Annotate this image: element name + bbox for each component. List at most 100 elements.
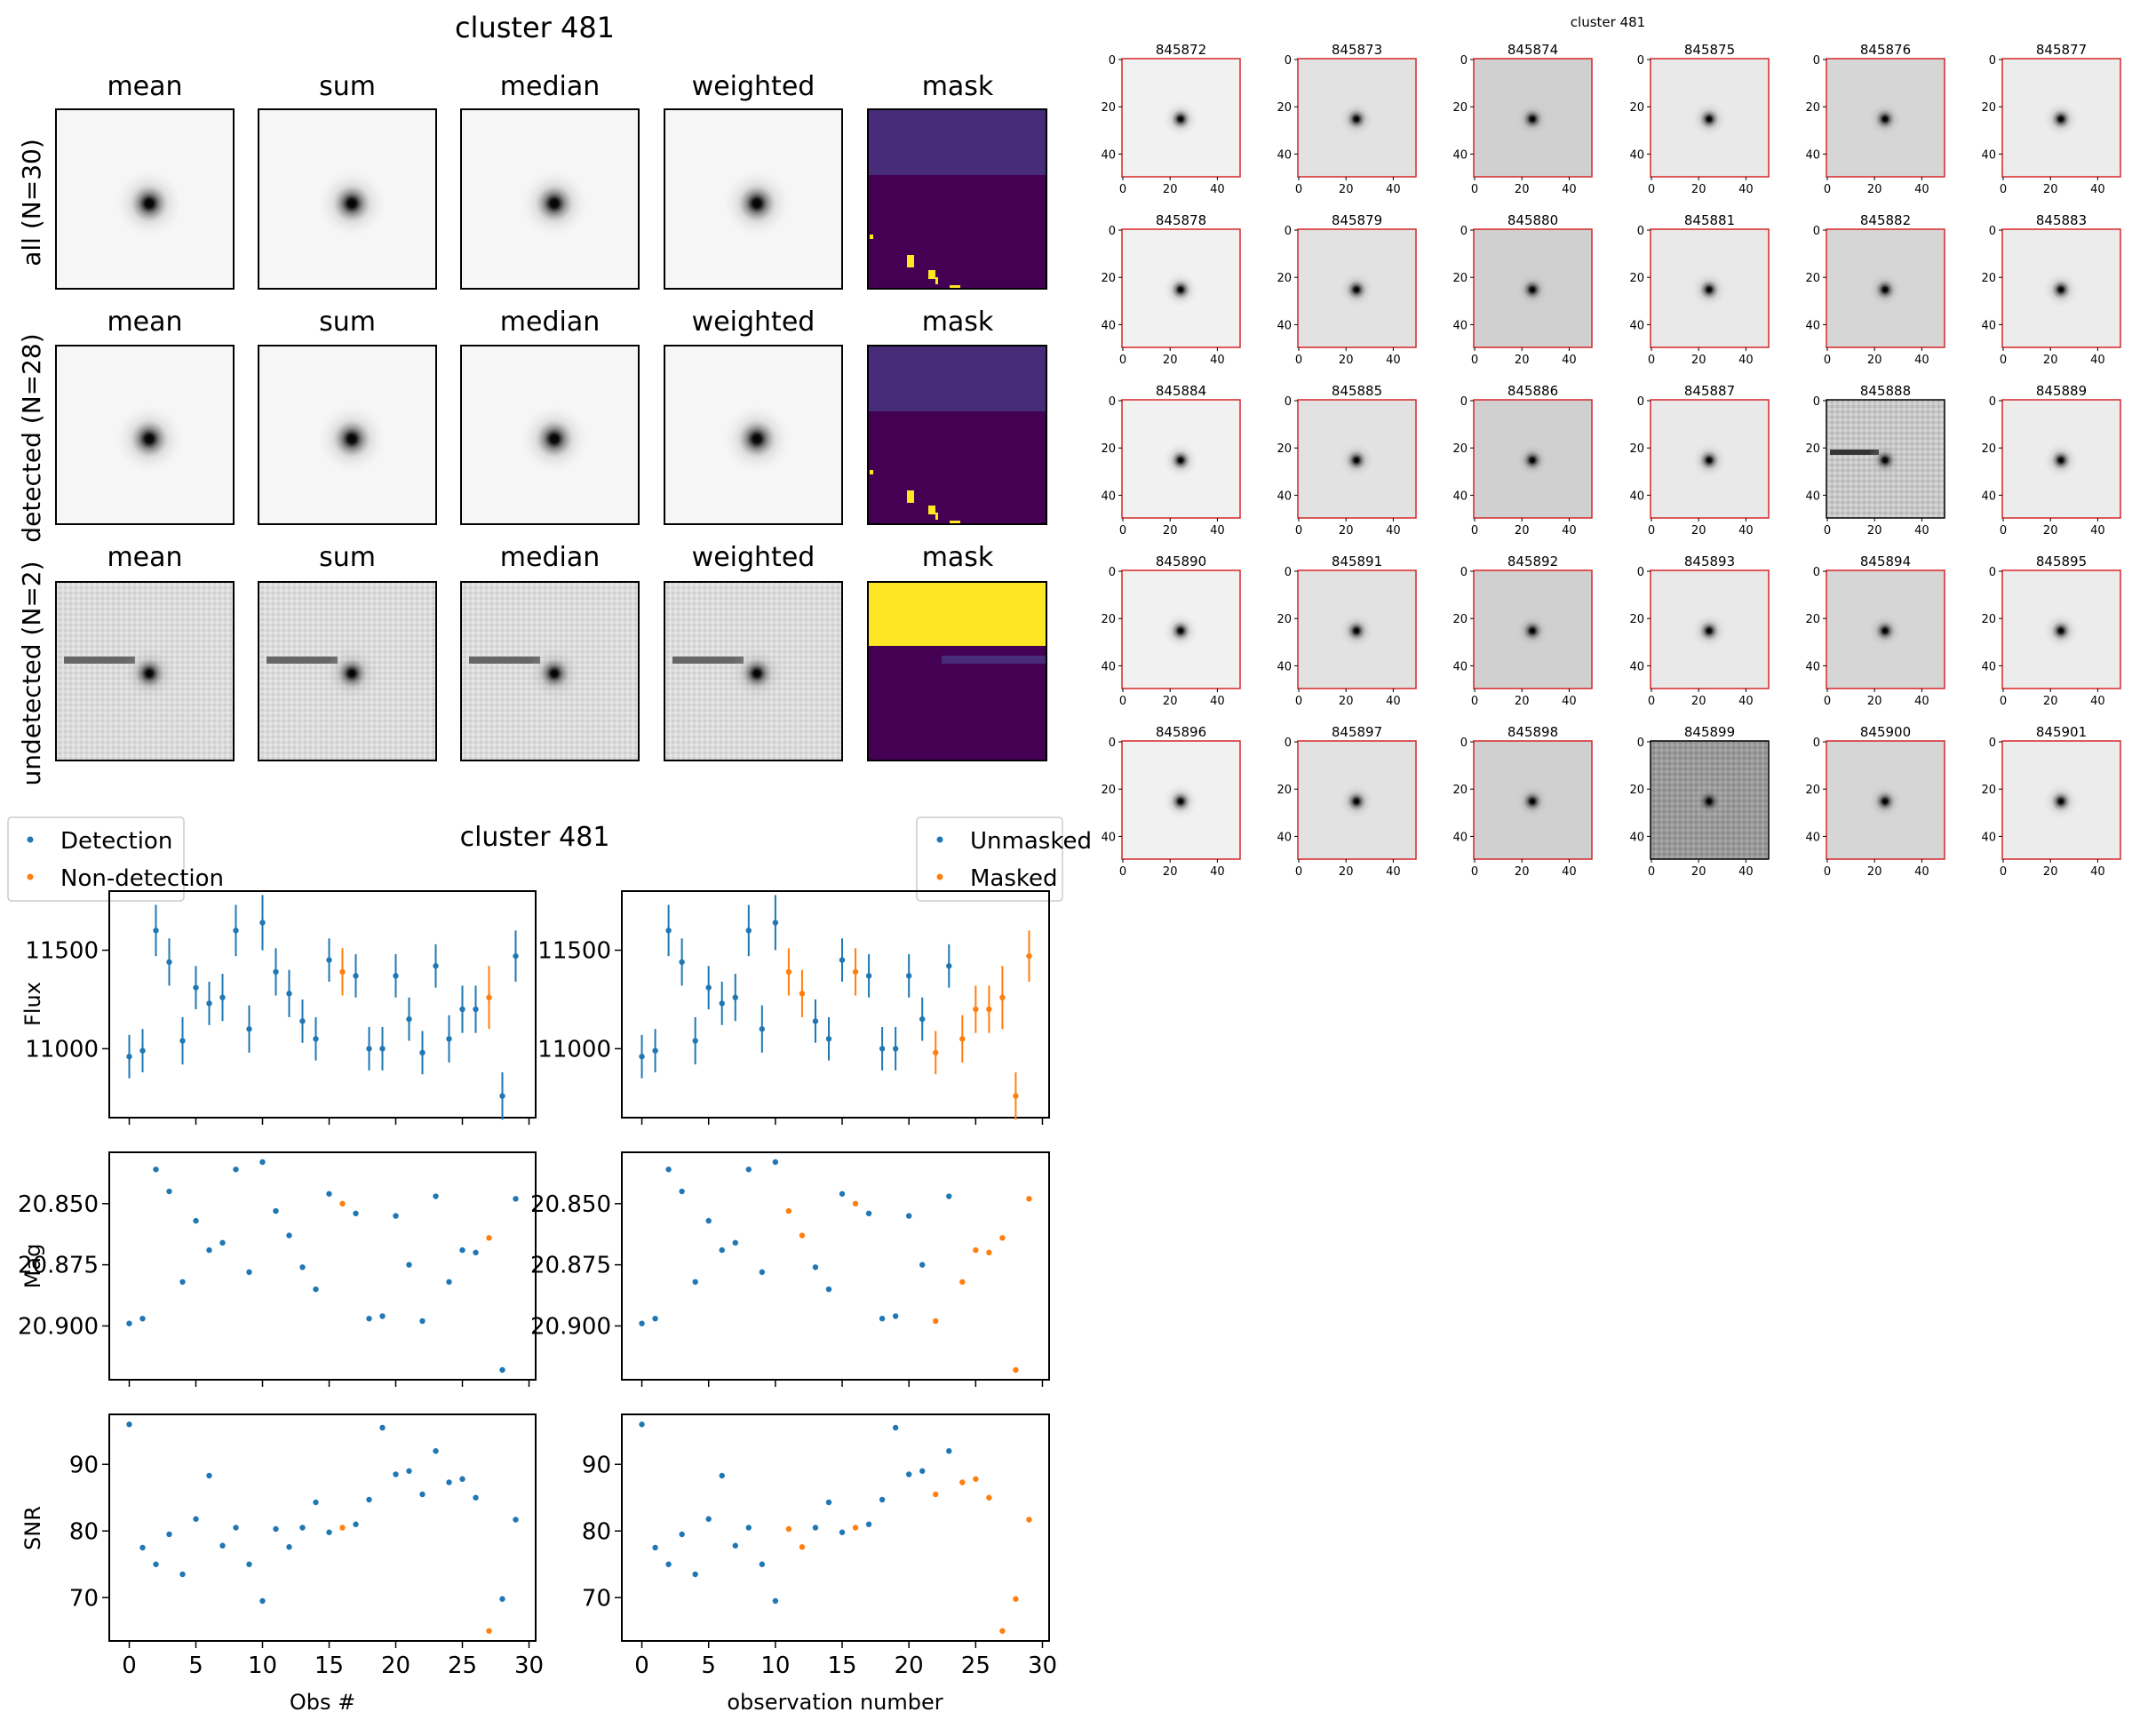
data-point — [772, 1159, 779, 1166]
data-point — [986, 1249, 992, 1256]
stamp-y-tick-label: 40 — [1101, 660, 1116, 673]
stamp-source — [1163, 272, 1198, 307]
light-curve-marks — [126, 895, 1032, 1634]
stamp-y-tick-label: 20 — [1101, 784, 1116, 797]
data-point — [785, 968, 792, 976]
stamp-source — [1163, 442, 1198, 478]
data-point — [339, 1525, 346, 1531]
y-tick-label: 20.850 — [530, 1191, 611, 1218]
stamp-y-tick-label: 40 — [1101, 319, 1116, 332]
col-title-sum: sum — [319, 71, 376, 102]
col-title-mask: mask — [922, 71, 994, 102]
data-point — [986, 1494, 992, 1501]
x-tick-label: 0 — [122, 1652, 137, 1679]
stamp-x-tick-label: 0 — [1648, 695, 1655, 708]
stamp-frame — [2001, 58, 2121, 178]
x-tick-label: 10 — [760, 1652, 790, 1679]
stamp-845879: 845879 0 0 20 20 40 40 — [1277, 212, 1417, 367]
data-point — [499, 1093, 505, 1099]
stamp-845881: 845881 0 0 20 20 40 40 — [1629, 212, 1770, 367]
data-point — [473, 1494, 479, 1501]
stamp-label: 845884 — [1156, 383, 1206, 399]
data-point — [339, 1200, 346, 1207]
stamp-source — [2043, 101, 2079, 137]
stamp-y-tick-label: 20 — [1629, 613, 1644, 626]
data-point — [719, 1000, 725, 1007]
stamp-frame — [1121, 740, 1241, 860]
data-point — [999, 1235, 1006, 1241]
data-point — [153, 1167, 159, 1173]
x-tick-label: 30 — [514, 1652, 544, 1679]
stamp-y-tick-label: 0 — [1285, 54, 1292, 68]
stamp-x-tick-label: 20 — [1163, 865, 1178, 879]
data-point — [433, 1193, 439, 1199]
stamp-streak — [1830, 450, 1879, 455]
stamp-label: 845883 — [2036, 212, 2087, 228]
stamp-label: 845874 — [1508, 42, 1558, 58]
data-point — [499, 1366, 505, 1374]
stamp-frame — [1650, 58, 1770, 178]
stamp-label: 845890 — [1156, 553, 1206, 569]
data-point — [153, 1561, 159, 1567]
stamp-y-tick-label: 20 — [1452, 613, 1468, 626]
stamp-x-tick-label: 40 — [2090, 865, 2105, 879]
stack-image — [664, 581, 843, 761]
stamp-845878: 845878 0 0 20 20 40 40 — [1101, 212, 1241, 367]
stamp-x-tick-label: 20 — [1515, 524, 1530, 538]
stamp-y-tick-label: 40 — [1101, 490, 1116, 503]
stamp-y-tick-label: 20 — [1805, 442, 1820, 456]
data-point — [393, 1213, 399, 1219]
stamp-x-tick-label: 0 — [2000, 695, 2007, 708]
stamp-label: 845894 — [1860, 553, 1911, 569]
stamp-845893: 845893 0 0 20 20 40 40 — [1629, 553, 1770, 708]
stamp-frame — [1473, 228, 1593, 348]
stamp-label: 845891 — [1332, 553, 1382, 569]
data-point — [852, 968, 859, 976]
stamp-x-tick-label: 20 — [1339, 183, 1354, 196]
stamp-y-tick-label: 0 — [1637, 395, 1644, 409]
col-title-weighted: weighted — [692, 307, 815, 338]
y-tick-label: 90 — [582, 1452, 611, 1478]
stamp-y-tick-label: 20 — [1629, 442, 1644, 456]
stamp-y-tick-label: 0 — [1460, 54, 1468, 68]
axes-mag-left — [108, 1151, 537, 1381]
data-point — [799, 1232, 806, 1238]
data-point — [999, 1628, 1006, 1634]
stamp-x-tick-label: 40 — [1210, 183, 1225, 196]
data-point — [379, 1424, 386, 1431]
stamp-y-tick-label: 40 — [1805, 831, 1820, 844]
stamp-source — [1339, 442, 1374, 478]
data-point — [393, 973, 399, 979]
data-point — [799, 1544, 806, 1550]
stamp-x-tick-label: 20 — [1515, 183, 1530, 196]
stamp-frame — [1826, 399, 1945, 519]
stamp-y-tick-label: 40 — [1981, 660, 1996, 673]
data-point — [153, 928, 159, 934]
stamp-x-tick-label: 0 — [1824, 354, 1831, 367]
data-point — [139, 1315, 146, 1322]
stamp-845896: 845896 0 0 20 20 40 40 — [1101, 724, 1241, 879]
y-tick-label: 20.875 — [530, 1253, 611, 1279]
data-point — [513, 1196, 519, 1202]
stamp-845884: 845884 0 0 20 20 40 40 — [1101, 383, 1241, 538]
stamp-y-tick-label: 20 — [1101, 442, 1116, 456]
stamp-x-tick-label: 40 — [1914, 354, 1929, 367]
stamp-y-tick-label: 20 — [1277, 442, 1292, 456]
data-point — [286, 991, 292, 997]
data-point — [933, 1318, 939, 1325]
stamp-x-tick-label: 40 — [2090, 183, 2105, 196]
data-point — [433, 1448, 439, 1454]
data-point — [299, 1525, 306, 1531]
stamp-x-tick-label: 0 — [1648, 524, 1655, 538]
data-point — [1013, 1366, 1019, 1374]
data-point — [366, 1496, 372, 1503]
stamp-x-tick-label: 20 — [1691, 183, 1706, 196]
stamp-y-tick-label: 40 — [1981, 148, 1996, 162]
stamp-y-tick-label: 40 — [1805, 660, 1820, 673]
data-point — [313, 1499, 319, 1506]
stamp-x-tick-label: 40 — [2090, 695, 2105, 708]
stamp-frame — [1650, 740, 1770, 860]
stamp-845899: 845899 0 0 20 20 40 40 — [1629, 724, 1770, 879]
stamp-x-tick-label: 20 — [1691, 354, 1706, 367]
stamp-y-tick-label: 40 — [1805, 319, 1820, 332]
